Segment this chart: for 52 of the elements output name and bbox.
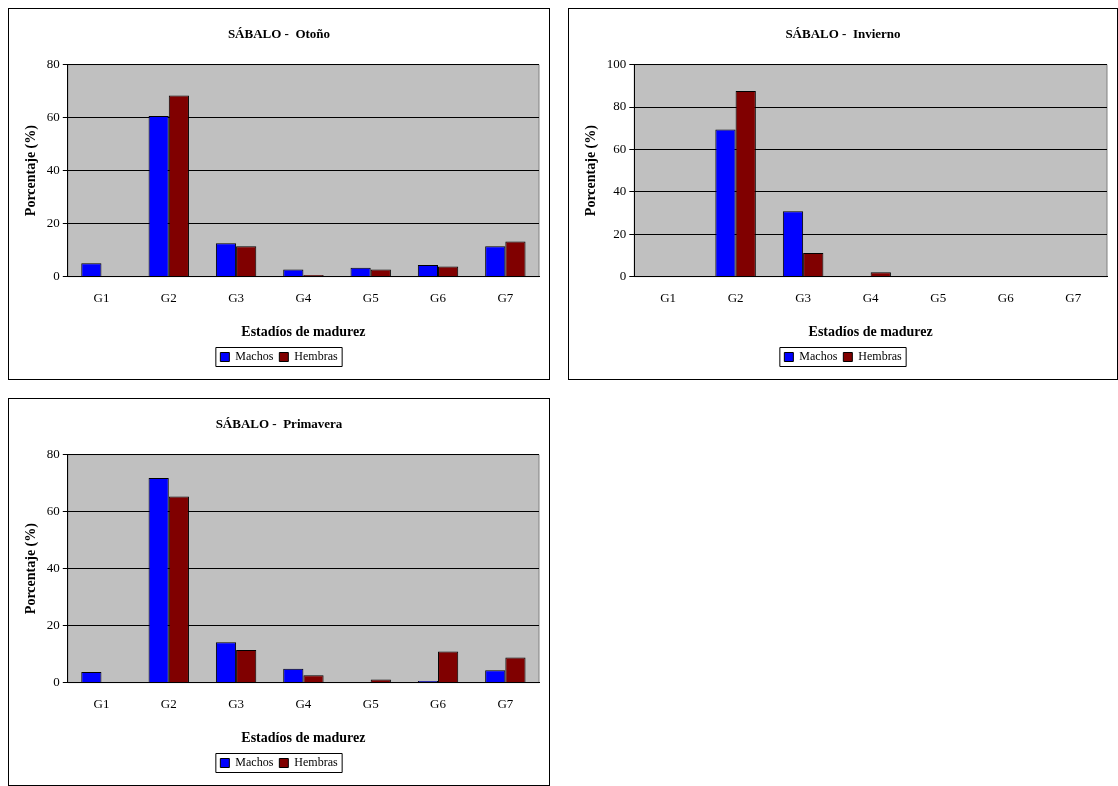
x-tick-label: G3 xyxy=(795,289,812,305)
y-tick-label: 80 xyxy=(613,98,627,114)
y-tick-label: 60 xyxy=(613,140,627,156)
y-tick-label: 80 xyxy=(46,446,60,462)
chart-title: SÁBALO - Invierno xyxy=(785,26,901,42)
y-axis-title: Porcentaje (%) xyxy=(23,522,40,615)
y-axis-title: Porcentaje (%) xyxy=(583,124,600,217)
x-tick-label: G1 xyxy=(93,289,110,305)
x-axis-title: Estadíos de madurez xyxy=(808,324,933,340)
y-tick-label: 100 xyxy=(606,56,627,72)
x-tick-label: G6 xyxy=(430,289,447,305)
y-tick-label: 40 xyxy=(46,162,60,178)
y-tick-label: 40 xyxy=(46,560,60,576)
legend-label: Machos xyxy=(235,755,274,770)
x-tick-label: G2 xyxy=(727,289,744,305)
x-tick-label: G7 xyxy=(497,289,514,305)
legend-label: Machos xyxy=(799,349,838,364)
x-tick-label: G7 xyxy=(497,695,514,711)
y-tick-label: 20 xyxy=(46,215,60,231)
y-tick-label: 60 xyxy=(46,503,60,519)
x-tick-label: G1 xyxy=(660,289,677,305)
y-tick-label: 0 xyxy=(53,674,60,690)
x-tick-label: G3 xyxy=(228,695,245,711)
y-tick-label: 20 xyxy=(46,617,60,633)
y-tick-label: 80 xyxy=(46,56,60,72)
x-axis-title: Estadíos de madurez xyxy=(241,730,366,746)
x-tick-label: G4 xyxy=(862,289,880,305)
chart-title: SÁBALO - Otoño xyxy=(227,26,331,42)
chart-title: SÁBALO - Primavera xyxy=(215,416,343,432)
y-tick-label: 40 xyxy=(613,183,627,199)
x-tick-label: G7 xyxy=(1065,289,1082,305)
y-tick-label: 0 xyxy=(53,268,60,284)
y-tick-label: 60 xyxy=(46,109,60,125)
legend-label: Hembras xyxy=(294,349,338,364)
x-tick-label: G5 xyxy=(362,289,379,305)
x-tick-label: G2 xyxy=(160,695,177,711)
x-tick-label: G6 xyxy=(430,695,447,711)
y-axis-title: Porcentaje (%) xyxy=(23,124,40,217)
x-tick-label: G2 xyxy=(160,289,177,305)
y-tick-label: 20 xyxy=(613,225,627,241)
legend-label: Hembras xyxy=(858,349,902,364)
legend-label: Machos xyxy=(235,349,274,364)
x-tick-label: G4 xyxy=(295,289,312,305)
x-axis-title: Estadíos de madurez xyxy=(241,324,366,340)
x-tick-label: G1 xyxy=(93,695,110,711)
y-tick-label: 0 xyxy=(619,268,627,284)
x-tick-label: G4 xyxy=(295,695,312,711)
x-tick-label: G6 xyxy=(997,289,1015,305)
x-tick-label: G5 xyxy=(930,289,947,305)
x-tick-label: G5 xyxy=(362,695,379,711)
legend-label: Hembras xyxy=(294,755,338,770)
x-tick-label: G3 xyxy=(228,289,245,305)
